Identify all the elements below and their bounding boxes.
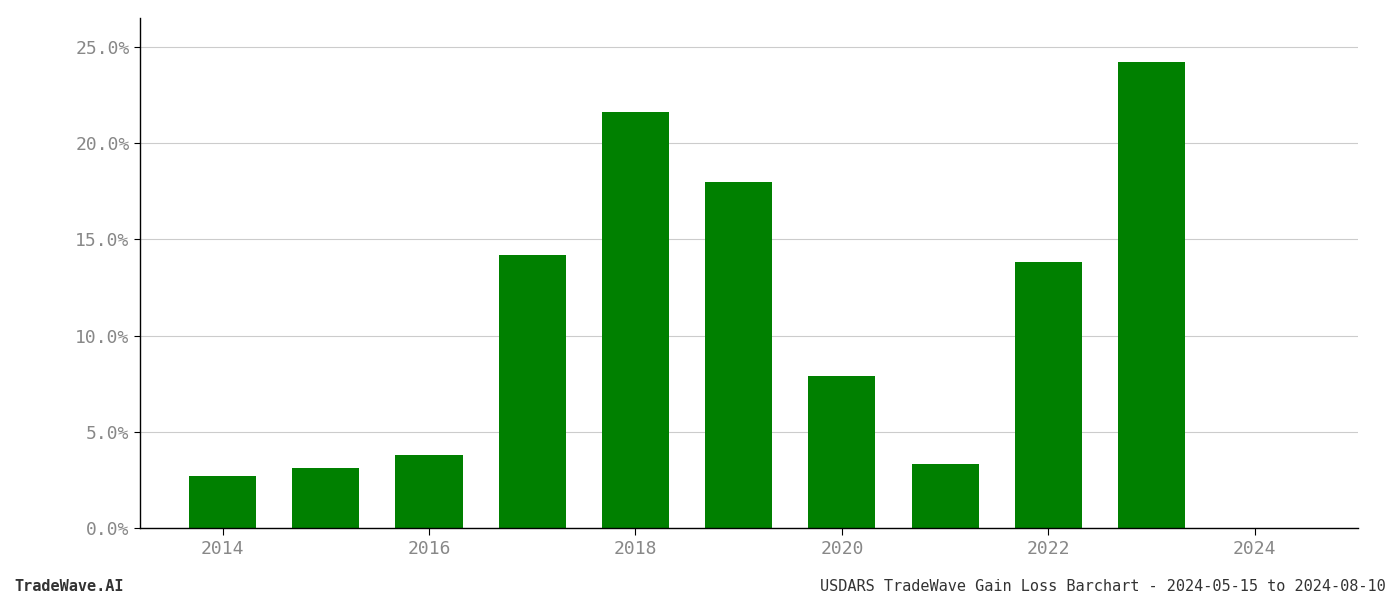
Bar (706, 182, 773, 528)
Bar (395, 455, 462, 528)
Bar (911, 464, 979, 528)
Bar (189, 476, 256, 528)
Bar (498, 255, 566, 528)
Bar (1015, 262, 1082, 528)
Bar (293, 469, 360, 528)
Text: TradeWave.AI: TradeWave.AI (14, 579, 123, 594)
Bar (1119, 62, 1186, 528)
Bar (808, 376, 875, 528)
Bar (602, 112, 669, 528)
Text: USDARS TradeWave Gain Loss Barchart - 2024-05-15 to 2024-08-10: USDARS TradeWave Gain Loss Barchart - 20… (820, 579, 1386, 594)
